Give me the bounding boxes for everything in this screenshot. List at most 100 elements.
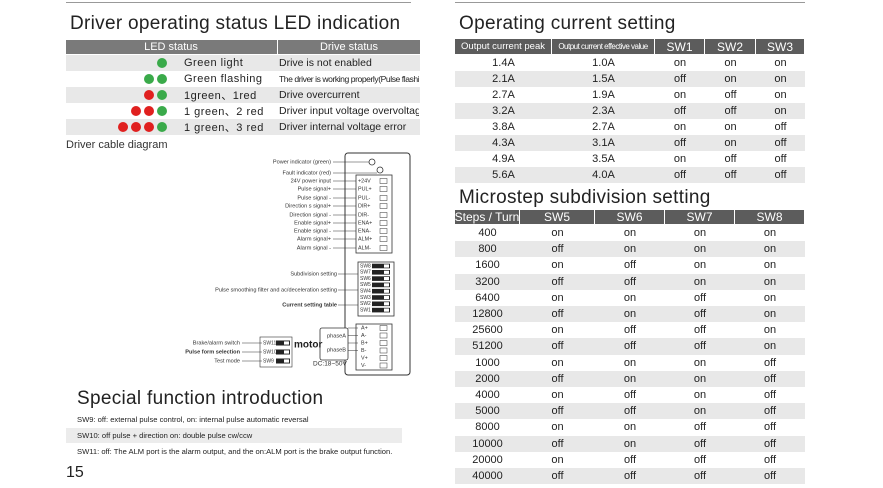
terminal-label: ALM- (358, 245, 371, 251)
table-cell: on (623, 243, 637, 256)
signal-label: Pulse signal - (297, 195, 331, 201)
table-cell: 4.9A (492, 153, 515, 165)
power-label: DC:18~50V (313, 361, 347, 368)
dip-label: SW3 (360, 295, 371, 301)
table-cell: off (763, 470, 777, 483)
led-label: Green light (184, 57, 244, 69)
side-switch-name: SW10 (263, 349, 277, 355)
terminal-label: ALM+ (358, 236, 372, 242)
table-cell: 25600 (472, 324, 503, 337)
table-cell: 4000 (475, 389, 500, 402)
table-cell: off (693, 308, 707, 321)
table-cell: on (693, 356, 707, 369)
table-cell: 3.5A (592, 153, 615, 165)
terminal-screw (379, 245, 388, 251)
table-cell: off (724, 169, 737, 181)
switch-label: Pulse smoothing filter and ac/decelerati… (215, 287, 337, 293)
table-cell: off (551, 340, 564, 353)
table-cell: off (693, 470, 707, 483)
terminal-label: +24V (358, 178, 371, 184)
table-cell: 40000 (472, 470, 503, 483)
table-cell: off (623, 470, 637, 483)
table-cell: 10000 (472, 437, 503, 450)
led-dot (157, 58, 167, 68)
table-cell: 3.8A (492, 121, 515, 133)
signal-label: Direction signal - (289, 212, 331, 218)
table-cell: off (693, 453, 707, 466)
led-status: Drive overcurrent (279, 89, 360, 101)
switch-label: Subdivision setting (290, 271, 337, 277)
led-dot (118, 122, 128, 132)
table-cell: off (774, 169, 787, 181)
table-cell: on (774, 89, 787, 101)
table-cell: off (763, 421, 777, 434)
row-band (66, 87, 420, 103)
led-dot (131, 122, 141, 132)
side-switch (276, 349, 290, 355)
table-cell: off (551, 372, 564, 385)
table-cell: on (763, 291, 777, 304)
table-cell: on (693, 259, 707, 272)
table-cell: on (551, 259, 564, 272)
header-cell: SW6 (595, 210, 664, 224)
table-cell: 2.3A (592, 105, 615, 117)
table-cell: off (551, 243, 564, 256)
row-band (455, 273, 805, 290)
terminal-screw (379, 228, 388, 234)
table-cell: off (763, 437, 777, 450)
terminal-screw (379, 212, 388, 218)
dip-knob (384, 283, 389, 287)
table-cell: on (551, 356, 564, 369)
dip-knob (384, 277, 389, 281)
terminal-screw (379, 186, 388, 192)
driver-body (344, 152, 411, 376)
terminal-screw (379, 340, 388, 346)
table-cell: 1.4A (492, 57, 515, 69)
page-number: 15 (66, 464, 84, 481)
table-cell: off (693, 421, 707, 434)
table-cell: on (673, 57, 687, 69)
row-band (455, 468, 805, 485)
signal-label: Enable signal - (294, 228, 331, 234)
table-cell: on (774, 57, 787, 69)
table-cell: off (724, 153, 737, 165)
header-cell: SW8 (735, 210, 804, 224)
header-cell: Steps / Turn (455, 210, 519, 224)
row-band (66, 55, 420, 71)
terminal-screw (379, 203, 388, 209)
table-cell: off (551, 405, 564, 418)
table-cell: off (774, 153, 787, 165)
motor-terminal: V- (361, 363, 366, 369)
section-title: Microstep subdivision setting (459, 187, 711, 208)
table-cell: off (774, 121, 787, 133)
table-cell: off (673, 137, 687, 149)
terminal-screw (379, 362, 388, 369)
table-cell: on (763, 243, 777, 256)
table-cell: 51200 (472, 340, 503, 353)
table-cell: off (623, 275, 637, 288)
table-cell: off (623, 259, 637, 272)
table-cell: on (724, 137, 737, 149)
table-cell: 2.7A (592, 121, 615, 133)
motor-block (355, 323, 393, 371)
signal-label: Fault indicator (red) (283, 170, 332, 176)
terminal-label: DIR+ (358, 203, 370, 209)
dip-knob (384, 308, 389, 312)
table-cell: on (763, 259, 777, 272)
dip-knob (384, 264, 389, 268)
table-cell: on (724, 73, 737, 85)
special-line: SW10: off pulse + direction on: double p… (66, 428, 402, 443)
dip-switch (372, 288, 390, 294)
led-hole (368, 158, 376, 166)
table-cell: on (693, 275, 707, 288)
led-label: 1green、1red (184, 90, 257, 102)
table-cell: off (724, 105, 737, 117)
header-cell: Output current effective value (552, 39, 654, 54)
terminal-label: PUL+ (358, 186, 372, 192)
table-cell: 5.6A (492, 169, 515, 181)
table-cell: off (693, 324, 707, 337)
dip-switch (372, 295, 390, 300)
table-cell: off (551, 470, 564, 483)
dip-label: SW4 (360, 289, 371, 295)
motor-terminal: V+ (361, 355, 368, 361)
